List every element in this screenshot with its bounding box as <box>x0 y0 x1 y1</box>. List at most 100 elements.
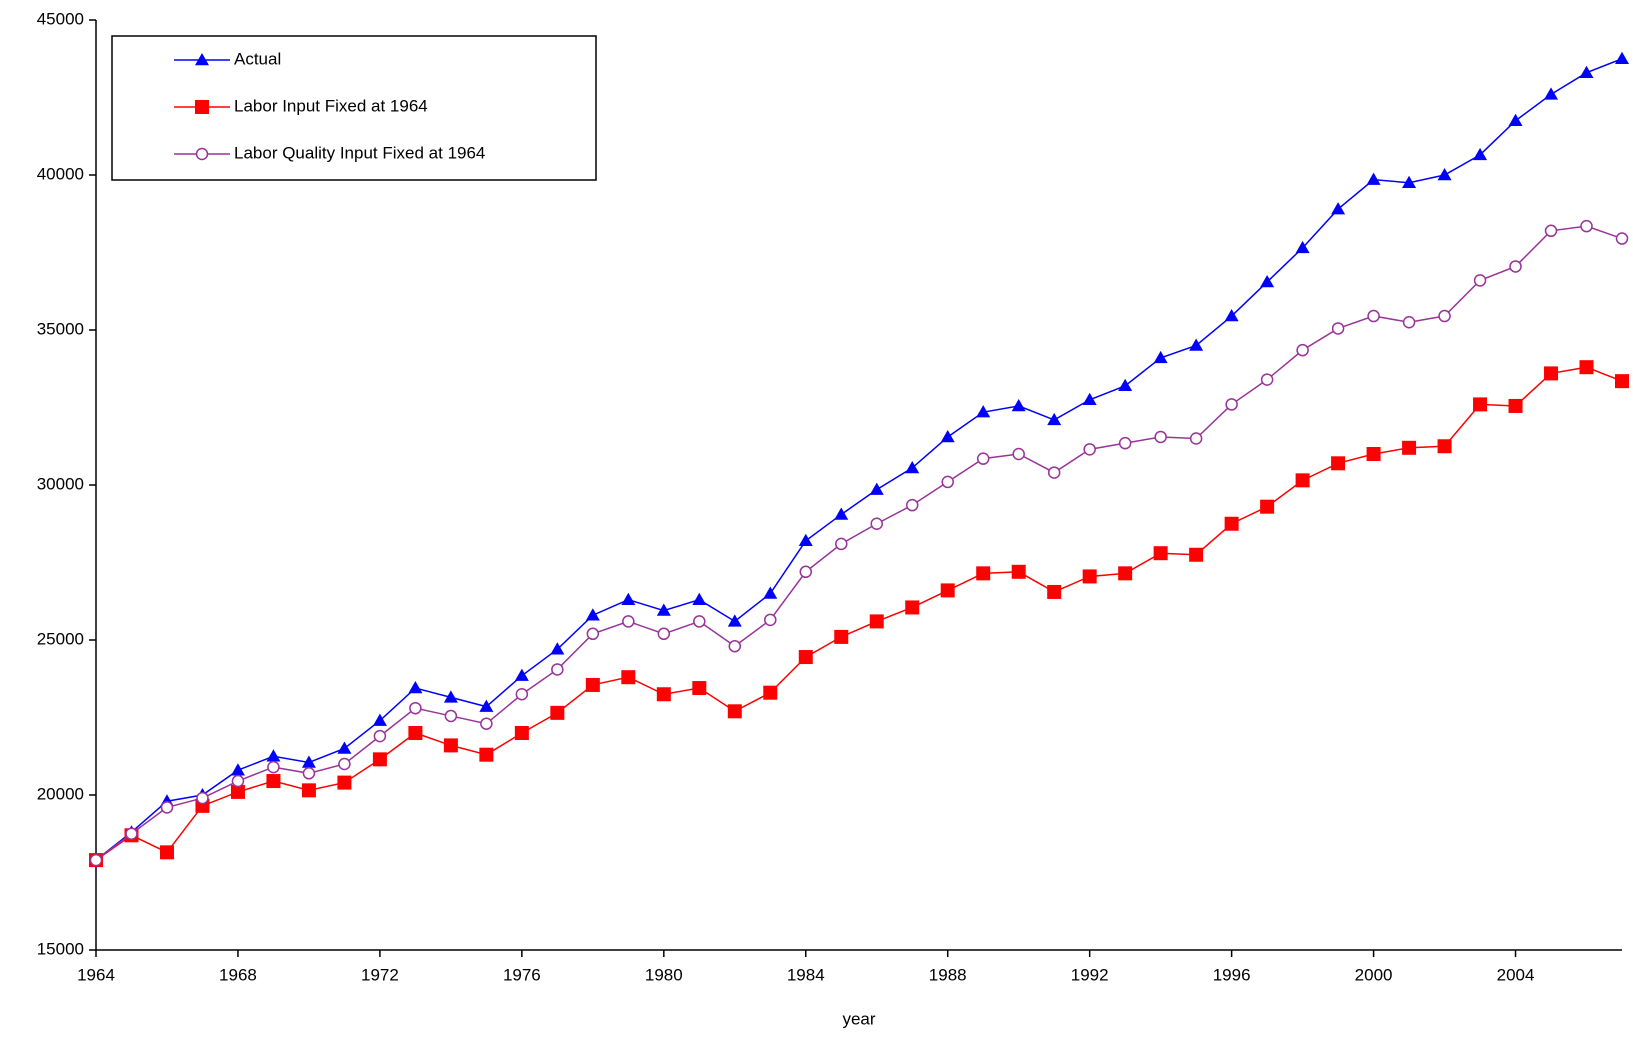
marker-square <box>1118 566 1133 581</box>
marker-circle <box>1509 260 1522 273</box>
marker-circle <box>835 537 848 551</box>
marker-triangle <box>550 642 565 655</box>
marker-triangle <box>1047 412 1062 426</box>
marker-circle <box>976 452 990 465</box>
marker-triangle <box>869 482 884 495</box>
marker-square <box>1082 569 1097 584</box>
marker-triangle <box>1508 113 1523 126</box>
x-tick-label: 2004 <box>1497 965 1535 984</box>
marker-triangle <box>692 592 707 605</box>
marker-triangle <box>443 690 458 703</box>
marker-square <box>1189 547 1204 562</box>
y-tick-label: 25000 <box>37 629 84 648</box>
marker-triangle <box>1615 51 1629 64</box>
marker-circle <box>302 767 316 780</box>
y-tick-label: 45000 <box>37 9 84 28</box>
marker-circle <box>338 757 351 771</box>
marker-circle <box>1438 309 1451 323</box>
marker-square <box>443 738 458 753</box>
marker-square <box>514 726 529 740</box>
marker-triangle <box>195 53 209 66</box>
marker-circle <box>1118 436 1132 450</box>
marker-triangle <box>1579 65 1594 78</box>
marker-square <box>1508 398 1523 413</box>
x-tick-label: 1996 <box>1213 965 1251 984</box>
marker-circle <box>1331 322 1345 335</box>
marker-square <box>1047 584 1062 599</box>
series-line <box>95 366 1623 861</box>
marker-triangle <box>585 608 600 621</box>
marker-square <box>479 747 494 762</box>
marker-triangle <box>1189 338 1204 351</box>
marker-square <box>763 685 778 700</box>
marker-circle <box>444 709 458 723</box>
marker-circle <box>1225 398 1238 411</box>
marker-circle <box>657 627 671 641</box>
marker-circle <box>764 613 777 627</box>
marker-triangle <box>1153 350 1168 364</box>
marker-circle <box>231 774 245 788</box>
marker-triangle <box>727 614 742 627</box>
marker-circle <box>905 498 919 512</box>
marker-circle <box>941 475 954 489</box>
y-tick-label: 35000 <box>37 319 84 338</box>
marker-square <box>301 783 316 798</box>
marker-square <box>230 784 245 799</box>
marker-circle <box>125 827 138 840</box>
marker-triangle <box>266 749 281 762</box>
marker-circle <box>1083 443 1096 456</box>
x-tick-label: 1964 <box>77 965 115 984</box>
marker-circle <box>1189 432 1203 445</box>
marker-circle <box>1154 430 1167 444</box>
marker-square <box>834 629 849 644</box>
marker-square <box>1011 564 1026 579</box>
marker-circle <box>1544 224 1558 238</box>
marker-circle <box>586 627 600 641</box>
marker-circle <box>622 615 635 628</box>
x-tick-label: 2000 <box>1355 965 1393 984</box>
marker-triangle <box>1118 378 1133 392</box>
marker-circle <box>1367 309 1380 323</box>
marker-square <box>195 100 209 114</box>
marker-triangle <box>230 763 245 776</box>
marker-circle <box>195 147 209 161</box>
marker-square <box>798 650 813 665</box>
marker-circle <box>89 853 103 867</box>
marker-triangle <box>798 533 813 547</box>
marker-square <box>1473 397 1488 412</box>
marker-circle <box>160 801 174 814</box>
x-tick-label: 1980 <box>645 965 683 984</box>
marker-square <box>1260 499 1275 514</box>
x-tick-label: 1988 <box>929 965 967 984</box>
marker-triangle <box>656 603 671 616</box>
marker-square <box>159 845 174 860</box>
x-tick-label: 1968 <box>219 965 257 984</box>
marker-triangle <box>1011 398 1026 412</box>
marker-triangle <box>940 429 955 443</box>
series-line <box>95 225 1623 861</box>
marker-square <box>692 681 707 696</box>
marker-circle <box>1012 447 1025 461</box>
marker-square <box>550 705 565 720</box>
marker-square <box>1402 440 1417 455</box>
marker-square <box>1615 374 1629 389</box>
marker-triangle <box>905 460 920 474</box>
marker-square <box>1544 366 1559 381</box>
marker-circle <box>409 701 422 715</box>
marker-square <box>869 614 884 629</box>
marker-square <box>940 583 955 598</box>
marker-triangle <box>1437 168 1452 181</box>
marker-square <box>727 704 742 719</box>
marker-triangle <box>408 681 423 694</box>
marker-square <box>621 670 636 685</box>
marker-circle <box>870 517 883 530</box>
marker-triangle <box>301 755 316 768</box>
marker-triangle <box>834 507 849 520</box>
y-tick-label: 15000 <box>37 939 84 958</box>
x-tick-label: 1976 <box>503 965 541 984</box>
marker-triangle <box>1544 87 1559 100</box>
marker-square <box>408 726 423 740</box>
marker-square <box>1579 360 1594 375</box>
marker-circle <box>551 663 564 676</box>
